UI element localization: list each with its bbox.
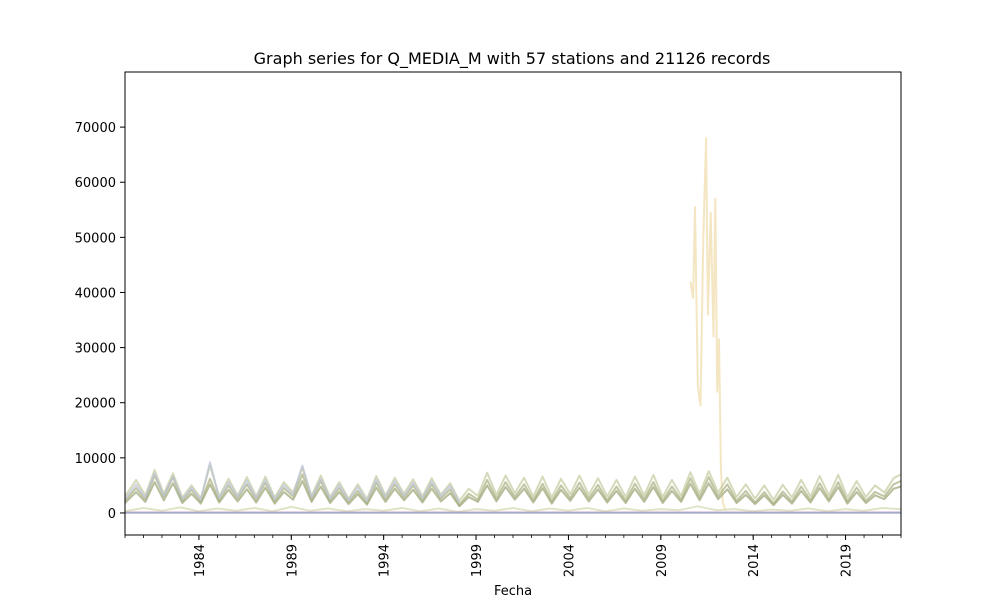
y-axis: 0 10000 20000 30000 40000 50000 60000 70000 xyxy=(75,121,125,522)
y-tick-label: 60000 xyxy=(75,176,116,191)
y-tick-label: 10000 xyxy=(75,452,116,467)
y-tick-label: 30000 xyxy=(75,342,116,357)
x-axis: 1984 1989 1994 1999 2004 2009 2014 2019 xyxy=(124,535,902,577)
x-tick-label: 2014 xyxy=(747,544,762,577)
x-tick-label: 1989 xyxy=(285,544,300,577)
series-line-6 xyxy=(124,505,902,513)
series-line-2 xyxy=(124,473,902,506)
x-tick-label: 2004 xyxy=(562,544,577,577)
x-tick-label: 1999 xyxy=(470,544,485,577)
plot-area xyxy=(124,137,902,514)
y-tick-label: 70000 xyxy=(75,121,116,136)
x-tick-label: 2009 xyxy=(655,544,670,577)
chart-title: Graph series for Q_MEDIA_M with 57 stati… xyxy=(254,49,771,69)
y-tick-label: 40000 xyxy=(75,286,116,301)
y-tick-label: 50000 xyxy=(75,231,116,246)
x-tick-label: 1994 xyxy=(378,544,393,577)
plot-frame xyxy=(124,71,902,536)
y-tick-label: 0 xyxy=(108,507,116,522)
x-axis-label: Fecha xyxy=(494,584,532,599)
series-line-5 xyxy=(124,480,902,508)
x-tick-label: 1984 xyxy=(193,544,208,577)
series-line-4 xyxy=(124,461,461,503)
series-line-1 xyxy=(689,137,727,511)
x-tick-label: 2019 xyxy=(840,544,855,577)
y-tick-label: 20000 xyxy=(75,397,116,412)
